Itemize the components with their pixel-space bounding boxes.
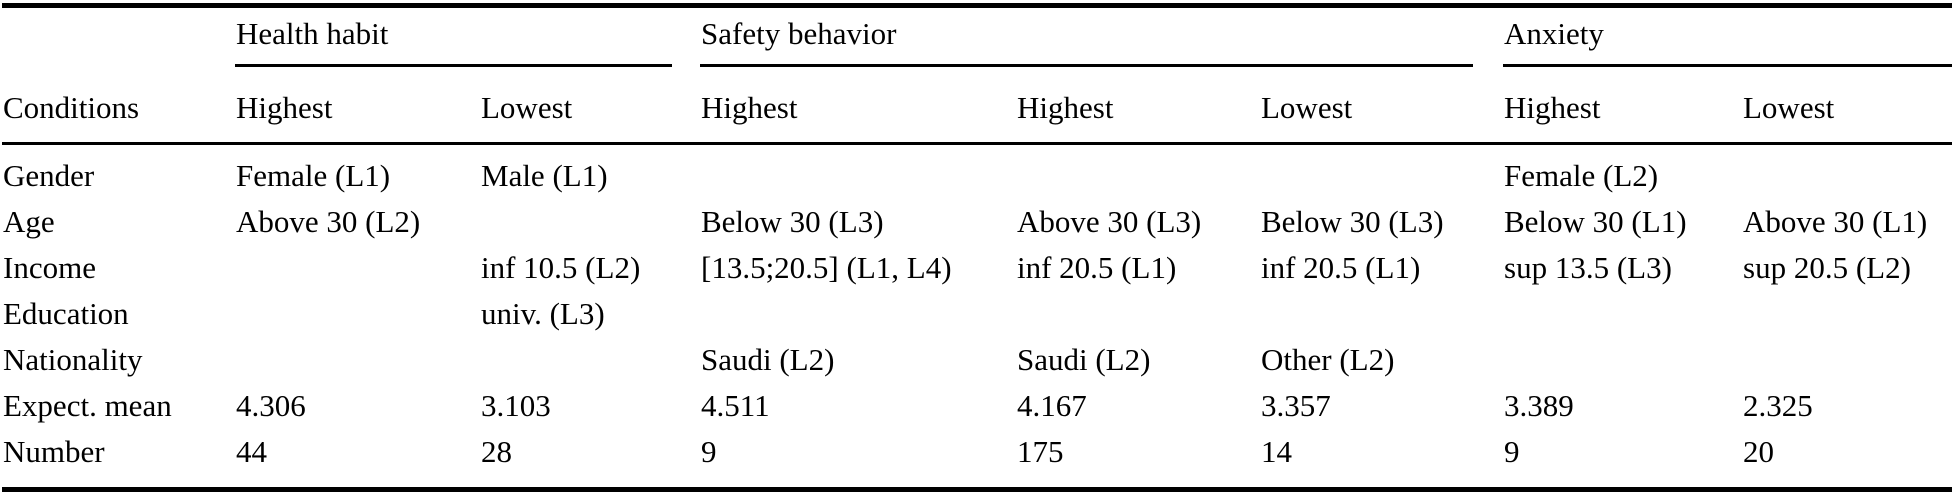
row-label-gender: Gender: [3, 158, 95, 193]
table-row-gender: Gender Female (L1) Male (L1) Female (L2): [2, 144, 1952, 200]
column-header-row: Conditions Highest Lowest Highest Highes…: [2, 70, 1952, 145]
col-header-safety-lowest: Lowest: [1260, 70, 1503, 145]
group-header-spacer: [2, 6, 235, 71]
group-label-anxiety: Anxiety: [1503, 8, 1952, 67]
group-label-safety-behavior: Safety behavior: [700, 8, 1473, 67]
table-cell: [235, 337, 480, 383]
table-cell: 20: [1743, 434, 1774, 469]
table-cell: [1742, 144, 1952, 200]
table-cell: 4.511: [701, 388, 770, 423]
table-cell: 28: [481, 434, 512, 469]
table-cell: Female (L2): [1504, 158, 1659, 193]
col-header-anxiety-lowest: Lowest: [1742, 70, 1952, 145]
table-cell: Below 30 (L3): [701, 204, 884, 239]
table-cell: sup 13.5 (L3): [1504, 250, 1672, 285]
table-cell: Above 30 (L1): [1743, 204, 1928, 239]
table-cell: 3.389: [1504, 388, 1574, 423]
table-cell: Female (L1): [236, 158, 391, 193]
table-cell: Below 30 (L1): [1504, 204, 1687, 239]
group-header-safety-behavior: Safety behavior: [700, 6, 1503, 71]
table-row-age: Age Above 30 (L2) Below 30 (L3) Above 30…: [2, 199, 1952, 245]
col-header-safety-highest-1: Highest: [700, 70, 1016, 145]
table-row-nationality: Nationality Saudi (L2) Saudi (L2) Other …: [2, 337, 1952, 383]
table-cell: 175: [1017, 434, 1064, 469]
table-cell: [13.5;20.5] (L1, L4): [701, 250, 952, 285]
table-cell: [480, 337, 700, 383]
group-header-anxiety: Anxiety: [1503, 6, 1952, 71]
table-cell: inf 20.5 (L1): [1017, 250, 1177, 285]
results-table-container: Health habit Safety behavior Anxiety Con…: [2, 3, 1952, 492]
results-table: Health habit Safety behavior Anxiety Con…: [2, 3, 1952, 492]
table-cell: [235, 245, 480, 291]
table-cell: 9: [1504, 434, 1520, 469]
table-cell: 9: [701, 434, 717, 469]
row-label-education: Education: [3, 296, 129, 331]
row-label-nationality: Nationality: [3, 342, 143, 377]
table-cell: [235, 291, 480, 337]
table-row-number: Number 44 28 9 175 14 9 20: [2, 429, 1952, 490]
table-cell: [700, 291, 1016, 337]
table-cell: [700, 144, 1016, 200]
table-cell: [1260, 291, 1503, 337]
group-label-health-habit: Health habit: [235, 8, 672, 67]
table-cell: Above 30 (L3): [1017, 204, 1202, 239]
group-header-row: Health habit Safety behavior Anxiety: [2, 6, 1952, 71]
col-header-anxiety-highest: Highest: [1503, 70, 1742, 145]
table-row-education: Education univ. (L3): [2, 291, 1952, 337]
table-cell: Saudi (L2): [1017, 342, 1151, 377]
table-cell: sup 20.5 (L2): [1743, 250, 1911, 285]
group-header-health-habit: Health habit: [235, 6, 700, 71]
table-cell: 2.325: [1743, 388, 1813, 423]
table-cell: Below 30 (L3): [1261, 204, 1444, 239]
table-cell: [1016, 144, 1260, 200]
table-cell: 14: [1261, 434, 1292, 469]
col-header-health-lowest: Lowest: [480, 70, 700, 145]
table-cell: [480, 199, 700, 245]
table-cell: 3.103: [481, 388, 551, 423]
table-cell: [1503, 337, 1742, 383]
table-row-income: Income inf 10.5 (L2) [13.5;20.5] (L1, L4…: [2, 245, 1952, 291]
row-label-expect-mean: Expect. mean: [3, 388, 172, 423]
table-cell: [1742, 337, 1952, 383]
table-cell: 4.167: [1017, 388, 1087, 423]
col-header-safety-highest-2: Highest: [1016, 70, 1260, 145]
table-cell: 44: [236, 434, 267, 469]
row-label-age: Age: [3, 204, 55, 239]
table-cell: [1742, 291, 1952, 337]
table-cell: 3.357: [1261, 388, 1331, 423]
table-cell: Other (L2): [1261, 342, 1395, 377]
table-cell: Above 30 (L2): [236, 204, 421, 239]
table-row-expect-mean: Expect. mean 4.306 3.103 4.511 4.167 3.3…: [2, 383, 1952, 429]
corner-label-conditions: Conditions: [2, 70, 235, 145]
table-cell: [1260, 144, 1503, 200]
row-label-number: Number: [3, 434, 105, 469]
table-cell: univ. (L3): [481, 296, 605, 331]
table-cell: 4.306: [236, 388, 306, 423]
table-cell: Male (L1): [481, 158, 608, 193]
col-header-health-highest: Highest: [235, 70, 480, 145]
table-cell: Saudi (L2): [701, 342, 835, 377]
table-cell: inf 10.5 (L2): [481, 250, 641, 285]
page: { "table": { "corner_label": "Conditions…: [0, 3, 1956, 495]
table-cell: [1016, 291, 1260, 337]
table-cell: [1503, 291, 1742, 337]
table-cell: inf 20.5 (L1): [1261, 250, 1421, 285]
row-label-income: Income: [3, 250, 96, 285]
